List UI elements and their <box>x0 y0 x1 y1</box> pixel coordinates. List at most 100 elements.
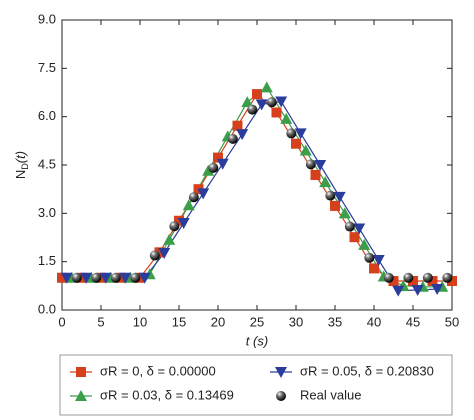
marker-sphere <box>188 192 199 203</box>
marker-triangle-down <box>236 129 249 141</box>
marker-triangle-down <box>411 285 424 297</box>
marker-sphere <box>344 221 355 232</box>
marker-square <box>349 232 360 243</box>
legend-marker <box>276 391 286 401</box>
marker-sphere <box>227 133 238 144</box>
x-tick-label: 45 <box>406 314 420 329</box>
legend-frame <box>59 354 453 416</box>
marker-square <box>330 200 340 211</box>
legend-label: σR = 0.05, δ = 0.20830 <box>300 363 434 378</box>
marker-triangle-down <box>99 272 112 284</box>
marker-triangle-down <box>294 128 307 140</box>
marker-triangle-down <box>119 272 132 284</box>
marker-sphere <box>110 272 121 283</box>
marker-triangle-down <box>138 272 151 284</box>
x-tick-label: 25 <box>250 314 264 329</box>
marker-sphere <box>247 104 258 115</box>
marker-triangle-up <box>338 207 351 219</box>
marker-sphere <box>305 159 316 170</box>
legend-marker <box>76 367 86 377</box>
y-label-suffix: (t) <box>13 151 28 163</box>
marker-square <box>271 107 282 118</box>
marker-sphere <box>208 162 219 173</box>
y-label-sub: D <box>20 163 30 170</box>
series-line <box>62 93 452 282</box>
marker-triangle-down <box>177 218 190 229</box>
marker-square <box>408 276 418 286</box>
marker-triangle-up <box>319 176 332 188</box>
marker-sphere <box>422 272 433 283</box>
marker-triangle-down <box>314 160 327 171</box>
y-axis-label: ND(t) <box>13 151 30 179</box>
marker-sphere <box>266 97 277 108</box>
y-tick-label: 1.5 <box>38 253 56 268</box>
marker-square <box>57 272 67 283</box>
legend-marker <box>75 390 87 401</box>
x-tick-label: 0 <box>58 314 65 329</box>
y-tick-label: 9.0 <box>38 11 56 26</box>
marker-triangle-up <box>358 238 371 250</box>
marker-square <box>388 276 399 286</box>
marker-triangle-down <box>197 188 210 200</box>
marker-triangle-down <box>333 191 346 203</box>
y-tick-label: 0.0 <box>38 301 56 316</box>
marker-triangle-up <box>182 199 195 211</box>
marker-triangle-down <box>353 223 366 235</box>
marker-sphere <box>130 272 141 283</box>
marker-triangle-down <box>60 272 73 284</box>
marker-triangle-down <box>392 285 405 297</box>
x-tick-label: 40 <box>367 314 381 329</box>
marker-square <box>369 263 379 274</box>
marker-sphere <box>71 272 82 283</box>
x-tick-label: 5 <box>97 314 104 329</box>
x-tick-label: 10 <box>133 314 147 329</box>
y-label-main: N <box>13 170 28 179</box>
marker-square <box>310 169 321 180</box>
y-tick-label: 3.0 <box>38 205 56 220</box>
marker-square <box>291 138 301 149</box>
marker-square <box>154 247 165 258</box>
y-tick-label: 4.5 <box>38 156 56 171</box>
marker-square <box>232 120 243 131</box>
marker-sphere <box>91 272 102 283</box>
marker-triangle-down <box>372 255 385 267</box>
x-tick-label: 50 <box>445 314 459 329</box>
plot-frame <box>61 19 453 311</box>
marker-triangle-down <box>216 158 229 170</box>
legend-label: Real value <box>300 387 361 402</box>
x-tick-label: 30 <box>289 314 303 329</box>
marker-sphere <box>383 272 394 283</box>
legend-label: σR = 0, δ = 0.00000 <box>100 363 216 378</box>
series-line <box>66 100 438 292</box>
legend-label: σR = 0.03, δ = 0.13469 <box>100 387 234 402</box>
marker-sphere <box>169 221 180 232</box>
marker-sphere <box>286 128 297 139</box>
marker-triangle-up <box>260 81 273 93</box>
marker-square <box>447 276 457 286</box>
marker-triangle-down <box>255 99 268 111</box>
marker-sphere <box>149 250 160 261</box>
legend-marker <box>275 367 287 378</box>
marker-triangle-down <box>80 272 93 284</box>
marker-triangle-up <box>202 164 215 176</box>
marker-triangle-down <box>431 284 444 296</box>
y-tick-label: 7.5 <box>38 60 56 75</box>
marker-sphere <box>442 272 453 283</box>
x-tick-label: 35 <box>328 314 342 329</box>
series-line <box>71 86 443 288</box>
marker-square <box>213 152 223 163</box>
y-tick-label: 6.0 <box>38 108 56 123</box>
marker-triangle-up <box>280 112 293 124</box>
marker-square <box>174 215 184 226</box>
marker-square <box>427 276 438 286</box>
marker-triangle-down <box>158 247 171 259</box>
marker-sphere <box>364 252 375 263</box>
marker-triangle-up <box>163 233 176 245</box>
marker-sphere <box>325 190 336 201</box>
marker-triangle-down <box>275 96 288 108</box>
marker-triangle-up <box>241 96 254 108</box>
marker-triangle-up <box>299 144 312 156</box>
x-tick-label: 20 <box>211 314 225 329</box>
x-tick-label: 15 <box>172 314 186 329</box>
